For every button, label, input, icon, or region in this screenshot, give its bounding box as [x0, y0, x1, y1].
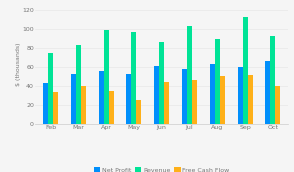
- Bar: [136, 100, 141, 124]
- Bar: [270, 36, 275, 124]
- Bar: [43, 83, 48, 124]
- Legend: Net Profit, Revenue, Free Cash Flow: Net Profit, Revenue, Free Cash Flow: [91, 165, 232, 172]
- Bar: [126, 74, 131, 124]
- Bar: [103, 30, 108, 124]
- Bar: [154, 66, 159, 124]
- Bar: [243, 17, 248, 124]
- Bar: [238, 67, 243, 124]
- Bar: [182, 69, 187, 124]
- Bar: [275, 86, 280, 124]
- Bar: [192, 80, 197, 124]
- Bar: [53, 92, 58, 124]
- Bar: [98, 71, 103, 124]
- Bar: [215, 39, 220, 124]
- Y-axis label: $ (thousands): $ (thousands): [16, 43, 21, 86]
- Bar: [131, 32, 136, 124]
- Bar: [210, 64, 215, 124]
- Bar: [108, 91, 114, 124]
- Bar: [187, 26, 192, 124]
- Bar: [220, 76, 225, 124]
- Bar: [71, 73, 76, 124]
- Bar: [164, 82, 169, 124]
- Bar: [265, 61, 270, 124]
- Bar: [248, 75, 253, 124]
- Bar: [81, 86, 86, 124]
- Bar: [76, 45, 81, 124]
- Bar: [159, 42, 164, 124]
- Bar: [48, 53, 53, 124]
